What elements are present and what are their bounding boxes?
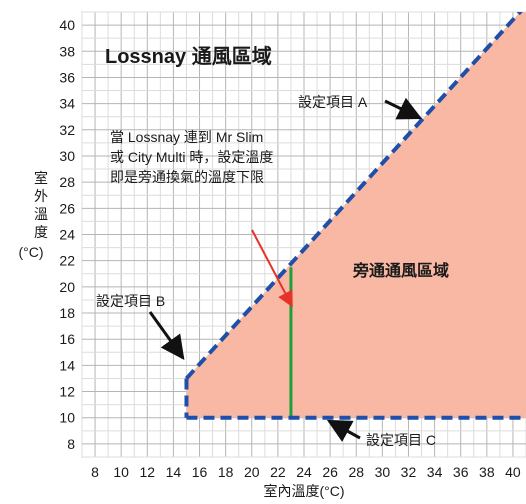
y-tick-label: 10: [59, 410, 75, 426]
x-tick-label: 30: [375, 464, 391, 480]
y-tick-label: 16: [59, 331, 75, 347]
x-tick-label: 22: [270, 464, 286, 480]
x-tick-label: 12: [140, 464, 156, 480]
x-tick-label: 18: [218, 464, 234, 480]
y-tick-label: 32: [59, 122, 75, 138]
note-line-2: 或 City Multi 時，設定溫度: [110, 149, 273, 165]
x-tick-label: 24: [296, 464, 312, 480]
x-tick-label: 40: [505, 464, 521, 480]
bypass-region-label: 旁通通風區域: [352, 261, 449, 280]
bypass-region: [186, 12, 526, 418]
x-axis-label: 室內溫度(°C): [263, 483, 344, 499]
y-axis-label-1: 室: [34, 170, 48, 186]
y-tick-label: 36: [59, 69, 75, 85]
x-tick-label: 10: [113, 464, 129, 480]
arrow-note: [251, 229, 293, 308]
y-tick-label: 30: [59, 148, 75, 164]
note-line-1: 當 Lossnay 連到 Mr Slim: [110, 129, 263, 145]
y-tick-label: 8: [67, 436, 75, 452]
x-tick-label: 38: [479, 464, 495, 480]
arrow-setting-c: [326, 419, 361, 442]
chart-title: Lossnay 通風區域: [105, 44, 272, 68]
tick-labels: 8 10 12 14 16 18 20 22 24 26 28 30 32 34 36 38 40 8 10 12 14…: [59, 17, 521, 480]
y-tick-label: 24: [59, 227, 75, 243]
y-tick-label: 22: [59, 253, 75, 269]
y-axis-label-5: (°C): [18, 244, 43, 260]
x-tick-label: 32: [401, 464, 417, 480]
label-setting-c: 設定項目 C: [366, 432, 436, 448]
x-tick-label: 8: [91, 464, 99, 480]
y-tick-label: 40: [59, 17, 75, 33]
x-tick-label: 20: [244, 464, 260, 480]
y-tick-label: 28: [59, 174, 75, 190]
y-axis-label-4: 度: [34, 224, 48, 240]
y-tick-label: 20: [59, 279, 75, 295]
y-axis-label-2: 外: [34, 188, 48, 204]
arrow-setting-a: [384, 97, 423, 120]
y-tick-label: 26: [59, 200, 75, 216]
y-axis-label-3: 溫: [34, 206, 48, 222]
x-tick-label: 28: [348, 464, 364, 480]
label-setting-b: 設定項目 B: [96, 293, 165, 309]
x-tick-label: 26: [322, 464, 338, 480]
y-tick-label: 14: [59, 357, 75, 373]
label-setting-a: 設定項目 A: [298, 94, 368, 110]
x-tick-label: 16: [192, 464, 208, 480]
y-tick-label: 38: [59, 43, 75, 59]
x-tick-label: 36: [453, 464, 469, 480]
x-tick-label: 14: [166, 464, 182, 480]
arrow-setting-b: [148, 311, 185, 360]
y-tick-label: 18: [59, 305, 75, 321]
x-tick-label: 34: [427, 464, 443, 480]
y-tick-label: 34: [59, 96, 75, 112]
note-line-3: 即是旁通換氣的溫度下限: [110, 169, 264, 185]
y-tick-label: 12: [59, 384, 75, 400]
